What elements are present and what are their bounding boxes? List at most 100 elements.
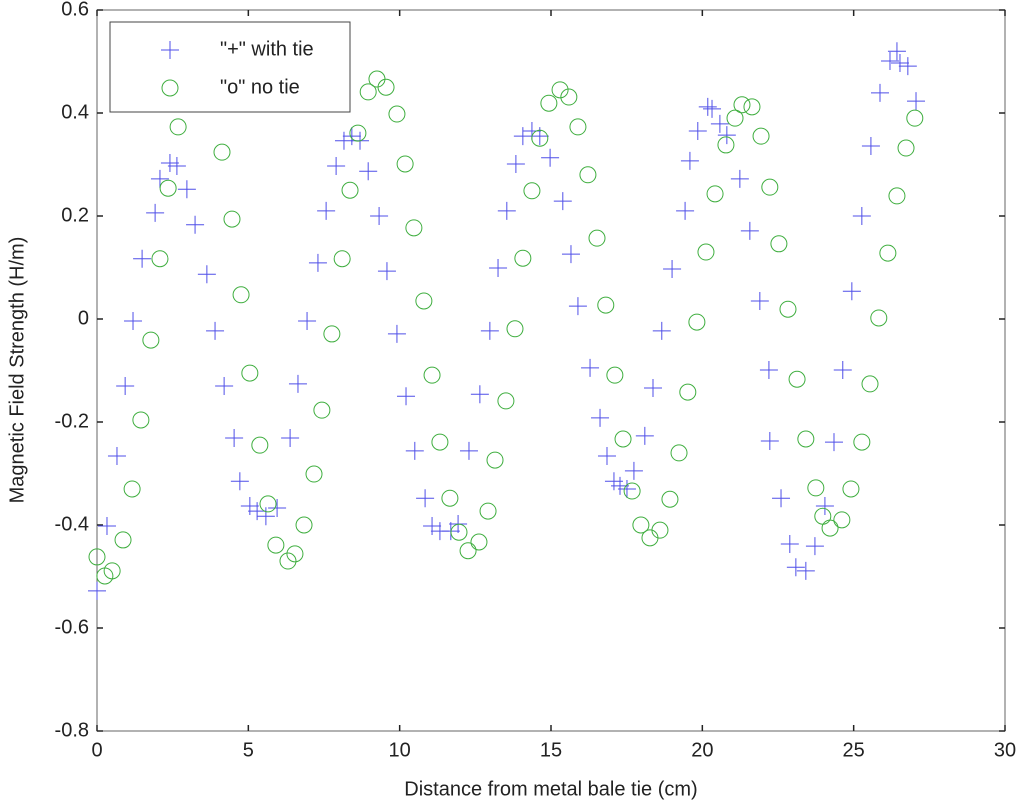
point: [241, 364, 259, 382]
point: [256, 507, 275, 526]
point: [697, 243, 715, 261]
point: [286, 545, 304, 563]
point: [540, 94, 558, 112]
point: [368, 70, 386, 88]
point: [497, 392, 515, 410]
point: [661, 490, 679, 508]
point: [740, 221, 759, 240]
point: [560, 88, 578, 106]
point: [752, 127, 770, 145]
point: [470, 533, 488, 551]
point: [388, 105, 406, 123]
point: [159, 179, 177, 197]
point: [359, 162, 378, 181]
point: [405, 219, 423, 237]
point: [880, 51, 899, 70]
point: [853, 433, 871, 451]
point: [879, 244, 897, 262]
legend-label: "o" no tie: [220, 76, 300, 98]
point: [251, 436, 269, 454]
x-tick-label: 30: [994, 739, 1016, 761]
y-axis-label: Magnetic Field Strength (H/m): [6, 237, 28, 504]
point: [396, 155, 414, 173]
point: [405, 441, 424, 460]
point: [308, 253, 327, 272]
point: [561, 245, 580, 264]
point: [805, 537, 824, 556]
point: [624, 461, 643, 480]
point: [123, 480, 141, 498]
point: [890, 54, 909, 73]
point: [663, 260, 682, 279]
point: [96, 567, 114, 585]
point: [788, 370, 806, 388]
point: [632, 516, 650, 534]
point: [797, 430, 815, 448]
point: [431, 433, 449, 451]
point: [870, 309, 888, 327]
point: [710, 114, 729, 133]
point: [450, 523, 468, 541]
point: [581, 358, 600, 377]
point: [588, 229, 606, 247]
y-tick-label: 0.6: [61, 0, 89, 20]
point: [259, 495, 277, 513]
point: [470, 385, 489, 404]
point: [833, 511, 851, 529]
point: [842, 282, 861, 301]
point: [907, 92, 926, 111]
point: [614, 430, 632, 448]
point: [579, 166, 597, 184]
point: [150, 169, 169, 188]
point: [887, 42, 906, 61]
point: [333, 250, 351, 268]
point: [169, 118, 187, 136]
point: [359, 83, 377, 101]
point: [133, 249, 152, 268]
point: [676, 201, 695, 220]
point: [597, 446, 616, 465]
point: [506, 320, 524, 338]
legend-marker: [161, 79, 179, 97]
point: [489, 259, 508, 278]
point: [225, 428, 244, 447]
point: [342, 127, 361, 146]
point: [97, 517, 116, 536]
point: [531, 129, 549, 147]
point: [833, 360, 852, 379]
point: [88, 581, 106, 600]
point: [240, 496, 259, 515]
point: [116, 376, 135, 395]
point: [726, 109, 744, 127]
point: [415, 292, 433, 310]
point: [824, 433, 843, 452]
point: [416, 489, 435, 508]
point: [248, 502, 267, 521]
point: [898, 57, 917, 76]
point: [861, 136, 880, 155]
point: [132, 411, 150, 429]
point: [652, 321, 671, 340]
x-axis-label: Distance from metal bale tie (cm): [404, 778, 697, 800]
point: [349, 124, 367, 142]
legend-marker: [161, 41, 179, 59]
point: [327, 157, 346, 176]
point: [641, 529, 659, 547]
point: [796, 561, 815, 580]
point: [643, 379, 662, 398]
point: [651, 521, 669, 539]
point: [842, 480, 860, 498]
point: [341, 181, 359, 199]
x-tick-label: 0: [91, 739, 102, 761]
point: [223, 210, 241, 228]
point: [124, 312, 143, 331]
point: [730, 169, 749, 188]
point: [160, 153, 179, 172]
y-tick-label: 0.2: [61, 204, 89, 226]
point: [323, 325, 341, 343]
point: [807, 479, 825, 497]
plot-frame: [96, 9, 1006, 732]
point: [497, 201, 516, 220]
point: [541, 148, 560, 167]
